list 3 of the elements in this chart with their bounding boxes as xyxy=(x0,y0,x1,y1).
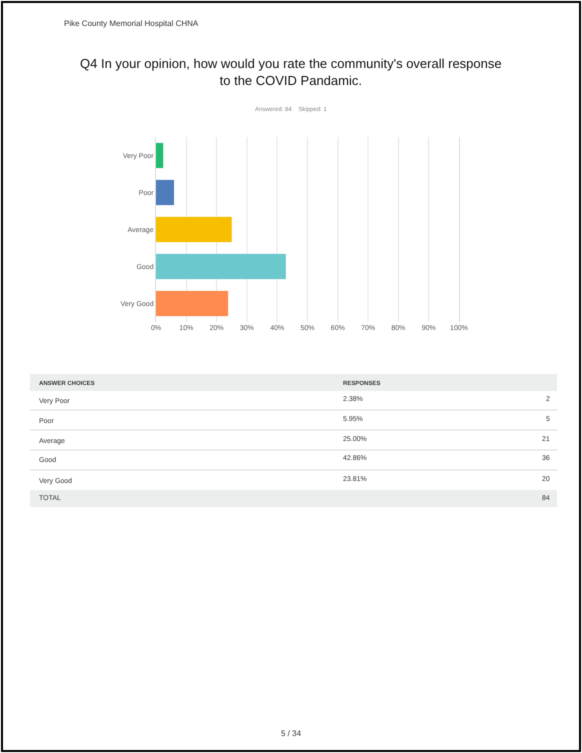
text: Pike County Memorial Hospital CHNA xyxy=(64,19,199,28)
chart-title: Q4 In your opinion, how would you rate the community's overall response to the COVID Pandamic. xyxy=(80,56,502,88)
text: 5 / 34 xyxy=(281,729,302,738)
